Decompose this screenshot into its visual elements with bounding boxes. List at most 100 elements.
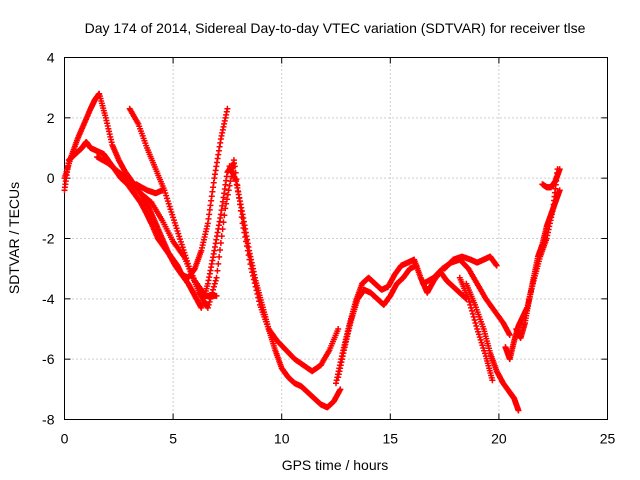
data-point	[233, 176, 240, 183]
data-point	[515, 407, 522, 414]
x-tick-label: 5	[169, 431, 177, 447]
x-tick-label: 25	[600, 431, 616, 447]
data-point	[234, 182, 241, 189]
data-point	[205, 301, 212, 308]
data-point	[218, 233, 225, 240]
x-tick-labels: 0 5 10 15 20 25	[61, 431, 616, 447]
data-point	[468, 307, 475, 314]
data-point	[240, 224, 247, 231]
data-point	[236, 201, 243, 208]
data-point	[231, 163, 238, 170]
data-point	[413, 262, 420, 269]
data-point	[247, 261, 254, 268]
y-tick-label: -2	[42, 231, 55, 247]
x-tick-label: 0	[61, 431, 69, 447]
data-point	[212, 277, 219, 284]
y-tick-label: 2	[47, 110, 55, 126]
series-track-d	[94, 154, 220, 299]
data-point	[243, 238, 250, 245]
data-point	[335, 326, 342, 332]
data-point	[220, 219, 227, 226]
data-point	[256, 298, 263, 305]
data-point	[223, 200, 230, 207]
data-point	[506, 332, 513, 339]
data-point	[469, 310, 476, 317]
x-tick-label: 10	[274, 431, 290, 447]
data-point	[242, 233, 249, 240]
data-point	[224, 105, 231, 112]
series-late-d	[456, 274, 496, 384]
series-end-cluster	[539, 166, 563, 191]
data-point	[217, 240, 224, 247]
data-point	[210, 283, 217, 290]
data-point	[224, 191, 231, 198]
data-point	[493, 262, 500, 269]
data-point	[237, 207, 244, 214]
data-point	[236, 195, 243, 202]
data-point	[219, 226, 226, 233]
y-tick-label: -8	[42, 412, 55, 428]
data-point	[245, 252, 252, 259]
data-point	[337, 386, 344, 393]
plot-frame	[64, 57, 608, 420]
data-point	[468, 304, 475, 311]
data-point	[159, 187, 166, 194]
x-axis-label: GPS time / hours	[282, 457, 389, 473]
data-point	[230, 157, 237, 164]
data-marks	[61, 90, 563, 414]
data-point	[232, 169, 239, 176]
data-point	[210, 286, 217, 293]
data-point	[249, 269, 256, 276]
data-point	[254, 291, 261, 298]
data-point	[221, 212, 228, 219]
data-point	[248, 265, 255, 272]
data-point	[214, 267, 221, 274]
x-tick-label: 20	[491, 431, 507, 447]
data-point	[227, 178, 234, 185]
data-point	[216, 253, 223, 260]
data-point	[206, 298, 213, 305]
data-point	[471, 316, 478, 323]
data-point	[223, 196, 230, 203]
data-point	[255, 294, 262, 301]
data-point	[470, 313, 477, 320]
data-point	[226, 182, 233, 189]
data-point	[489, 377, 496, 384]
y-tick-labels: -8 -6 -4 -2 0 2 4	[42, 50, 55, 428]
data-point	[466, 298, 473, 305]
y-axis-label: SDTVAR / TECUs	[6, 182, 22, 294]
data-point	[213, 292, 220, 299]
data-point	[252, 283, 259, 290]
data-point	[204, 304, 211, 311]
series-track-c	[126, 105, 237, 311]
data-point	[215, 260, 222, 267]
data-point	[253, 287, 260, 294]
y-tick-label: 0	[47, 170, 55, 186]
data-point	[217, 246, 224, 253]
x-tick-label: 15	[383, 431, 399, 447]
data-point	[244, 247, 251, 254]
series-track-e	[133, 181, 166, 197]
data-point	[250, 272, 257, 279]
data-point	[211, 280, 218, 287]
grid-lines	[64, 57, 608, 420]
y-tick-label: 4	[47, 50, 55, 66]
series-late-b	[441, 253, 500, 272]
data-point	[251, 280, 258, 287]
data-point	[243, 243, 250, 250]
data-point	[235, 188, 242, 195]
series-late-c	[463, 280, 522, 414]
data-point	[250, 276, 257, 283]
data-point	[238, 214, 245, 221]
data-point	[465, 295, 472, 302]
data-point	[556, 187, 563, 194]
data-point	[556, 166, 563, 173]
data-point	[225, 187, 232, 194]
data-point	[473, 322, 480, 329]
data-point	[239, 220, 246, 227]
chart-title: Day 174 of 2014, Sidereal Day-to-day VTE…	[85, 20, 586, 36]
series-decline-upper	[230, 157, 342, 375]
data-point	[467, 301, 474, 308]
